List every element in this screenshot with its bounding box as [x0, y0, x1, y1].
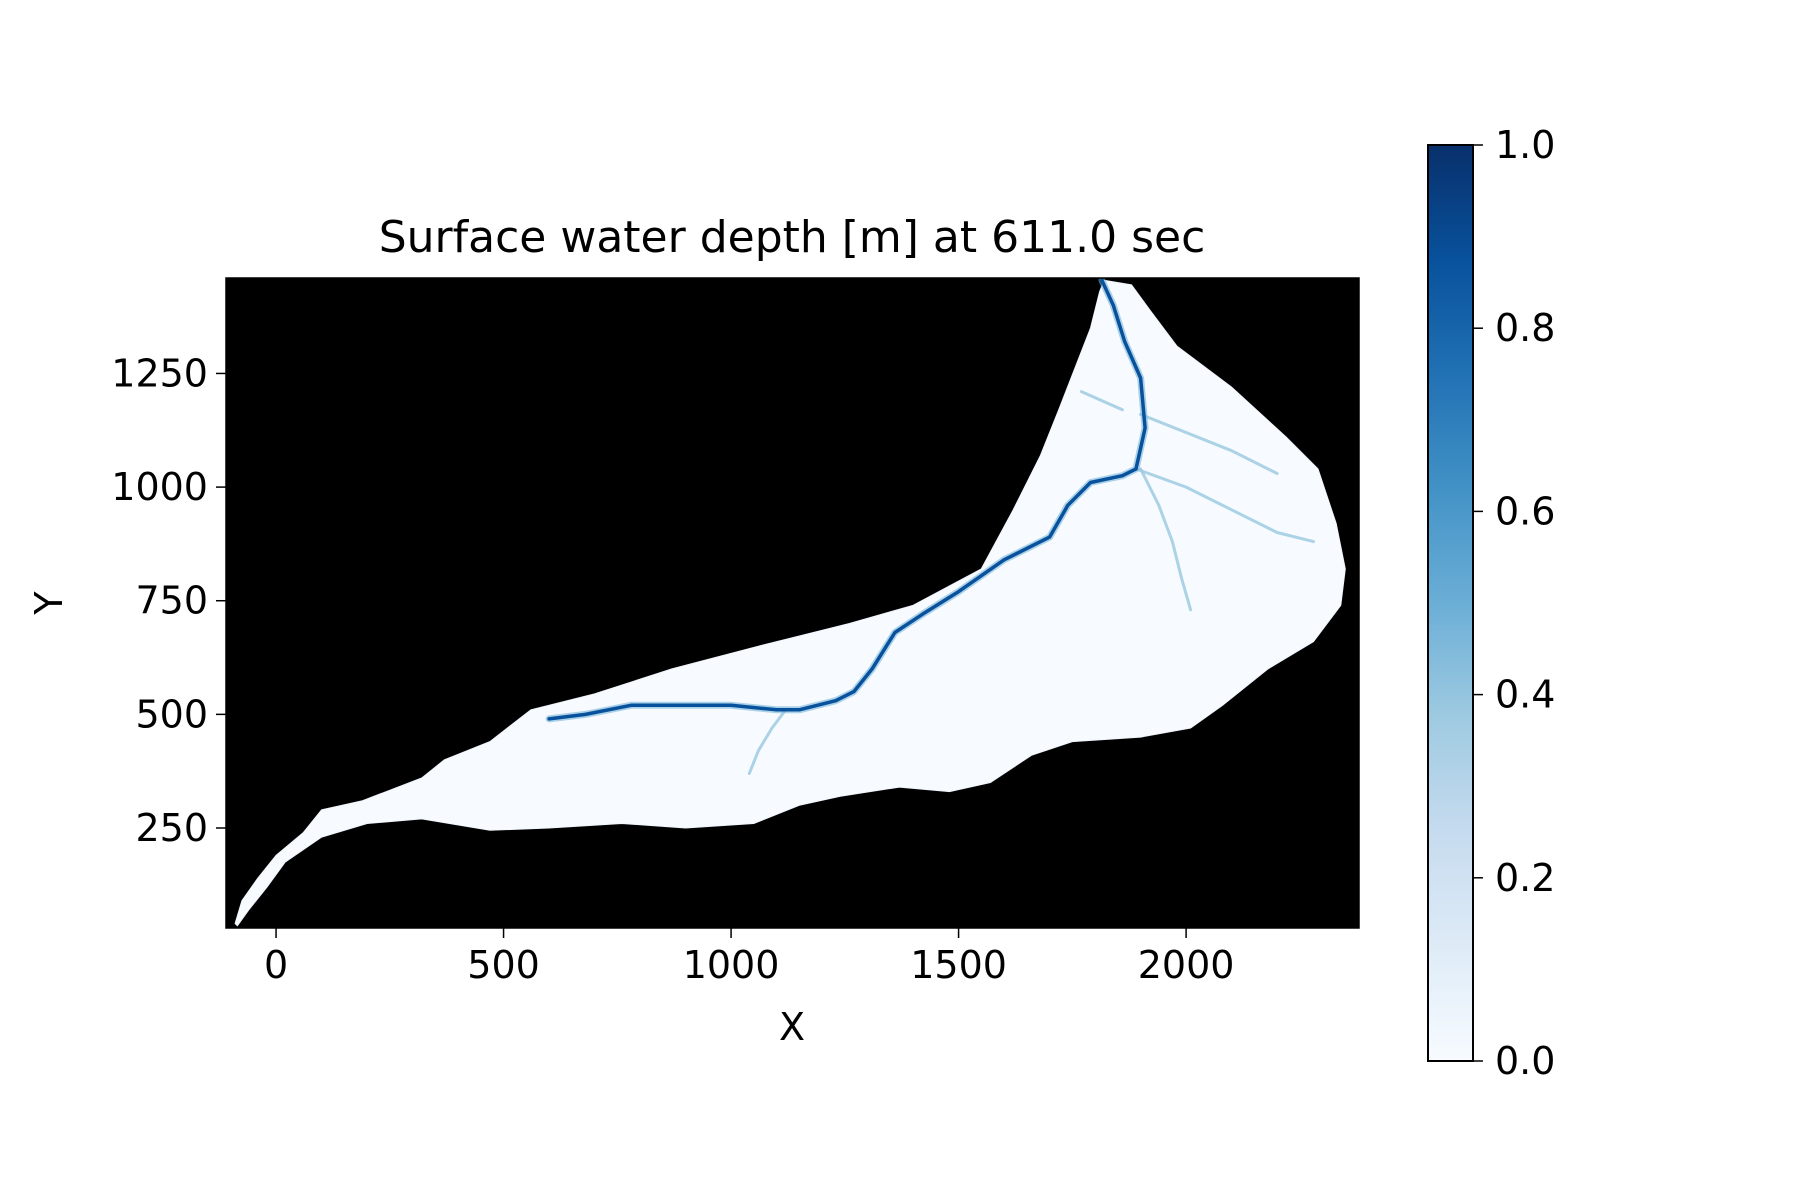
- colorbar-tick-label-0.0: 0.0: [1495, 1039, 1555, 1083]
- x-tick-label-0: 0: [264, 943, 288, 987]
- y-tick-label-250: 250: [135, 806, 208, 850]
- x-tick-label-500: 500: [467, 943, 540, 987]
- colorbar: 0.0 0.2 0.4 0.6 0.8 1.0: [1427, 123, 1555, 1083]
- x-tick-label-1000: 1000: [683, 943, 780, 987]
- x-tick-label-2000: 2000: [1138, 943, 1235, 987]
- colorbar-tick-label-0.2: 0.2: [1495, 856, 1555, 900]
- tributary-channel-4: [1079, 390, 1124, 412]
- catchment-domain: [234, 279, 1346, 927]
- tributary-channel-3: [747, 708, 788, 775]
- plot-frame: [225, 277, 1360, 929]
- colorbar-tick-label-0.6: 0.6: [1495, 489, 1555, 533]
- y-axis-label: Y: [27, 591, 71, 616]
- colorbar-fill: [1427, 144, 1474, 1062]
- colorbar-tick-label-0.8: 0.8: [1495, 306, 1555, 350]
- y-tick-label-1250: 1250: [111, 351, 208, 395]
- x-axis: 0 500 1000 1500 2000: [264, 928, 1234, 987]
- y-tick-label-1000: 1000: [111, 465, 208, 509]
- y-tick-label-750: 750: [135, 579, 208, 623]
- colorbar-tick-label-1.0: 1.0: [1495, 123, 1555, 167]
- chart-title: Surface water depth [m] at 611.0 sec: [379, 212, 1206, 263]
- tributary-channel-2: [1139, 412, 1279, 475]
- x-axis-label: X: [779, 1005, 805, 1049]
- tributary-channel-0: [1139, 467, 1193, 612]
- plot-area: [225, 277, 1360, 929]
- tributary-channel-1: [1134, 467, 1315, 544]
- x-tick-label-1500: 1500: [910, 943, 1007, 987]
- main-channel: [547, 278, 1147, 721]
- colorbar-ticks: 0.0 0.2 0.4 0.6 0.8 1.0: [1473, 123, 1555, 1083]
- colorbar-tick-label-0.4: 0.4: [1495, 673, 1555, 717]
- y-tick-label-500: 500: [135, 692, 208, 736]
- y-axis: 250 500 750 1000 1250: [111, 351, 226, 850]
